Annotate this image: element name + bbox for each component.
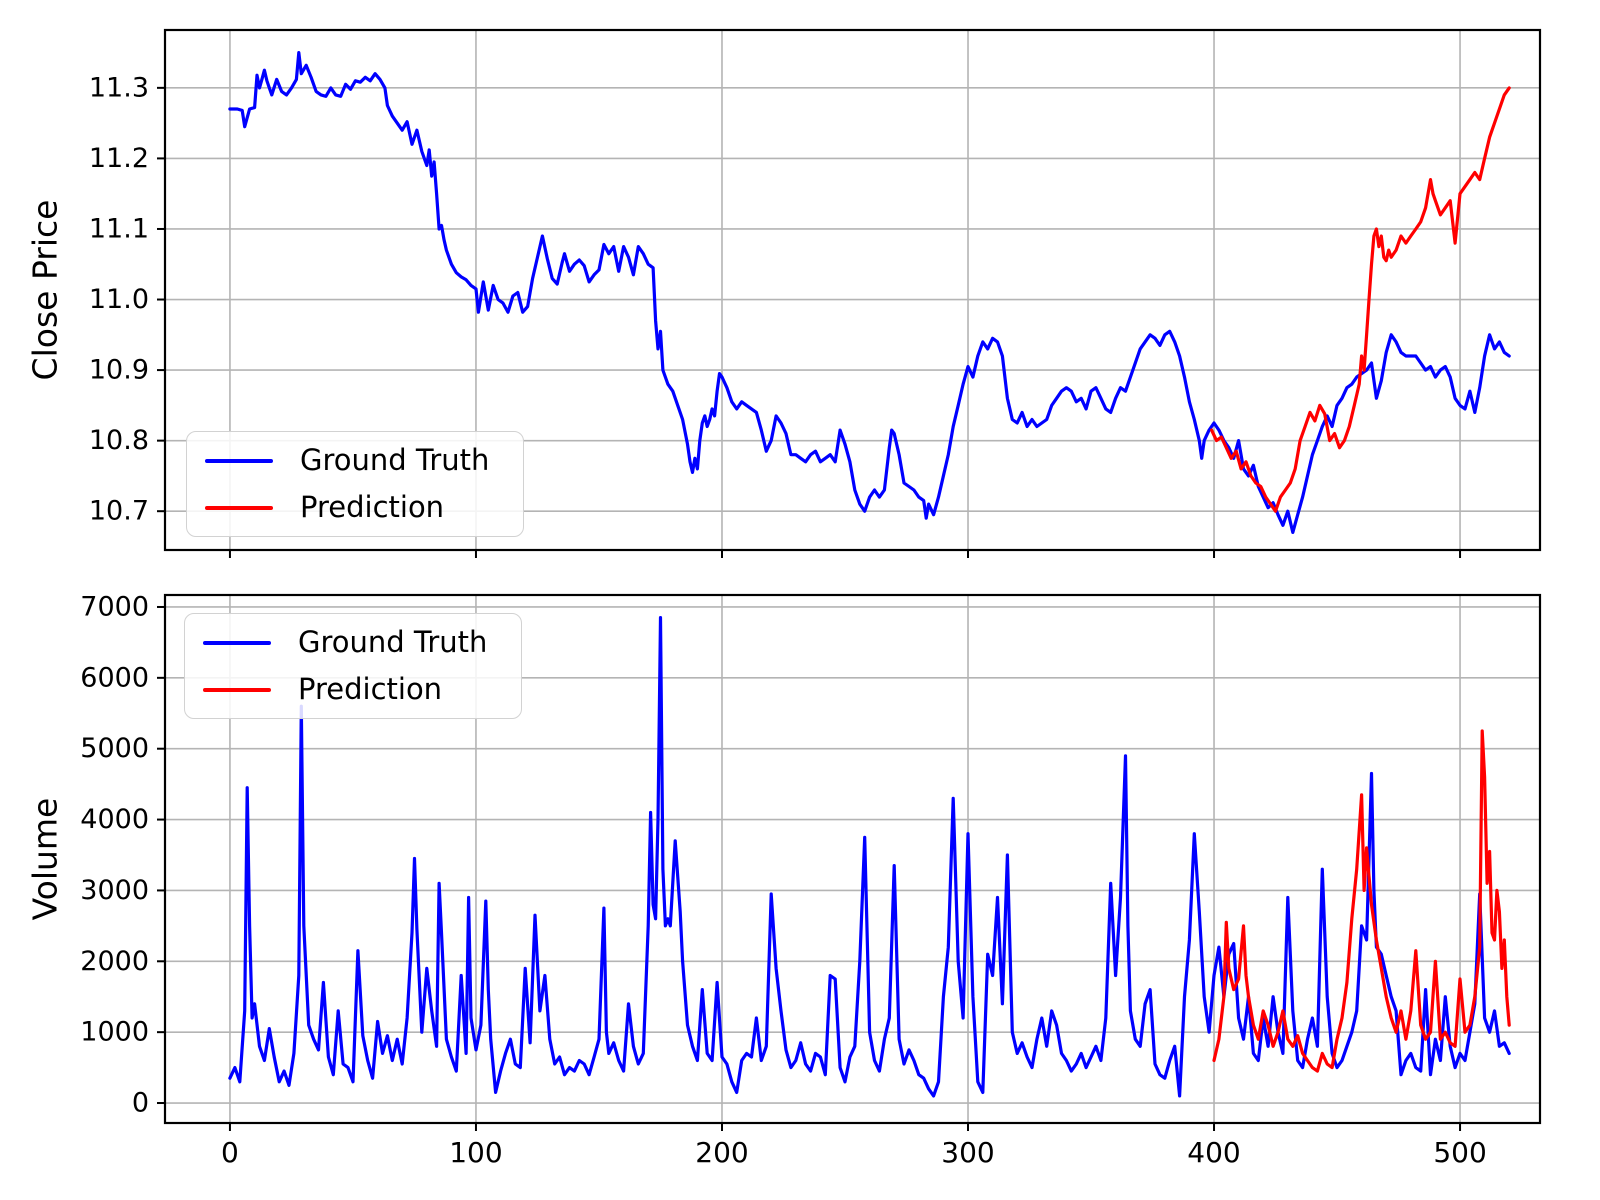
x-tick-label: 400 [1187,1136,1240,1169]
axes-spines [163,593,1542,1125]
y-tick-label: 10.9 [89,355,149,386]
prediction-line [1212,729,1511,1073]
x-tick-label: 100 [449,1136,502,1169]
legend-item-ground-truth: Ground Truth [185,619,521,666]
x-tick-label: 0 [221,1136,239,1169]
volume-panel: 0 100 200 300 400 500010002000300040005000600… [26,591,1542,1169]
ground-truth-line-swatch [205,458,273,463]
volume-axis-label: Volume [26,798,65,921]
legend-label-prediction: Prediction [300,490,445,524]
ground-truth-line [228,50,1511,535]
axes-spines [163,28,1542,552]
y-tick-label: 11.1 [89,213,149,244]
y-tick-label: 7000 [80,591,149,622]
x-tick-label: 200 [695,1136,748,1169]
volume-legend: Ground Truth Prediction [184,613,522,719]
y-tick-label: 10.7 [89,496,149,527]
y-tick-label: 5000 [80,733,149,764]
y-tick-label: 2000 [80,946,149,977]
ground-truth-line [228,615,1511,1098]
y-tick-label: 1000 [80,1017,149,1048]
x-tick-label: 300 [941,1136,994,1169]
legend-label-ground-truth: Ground Truth [300,443,490,477]
price-legend: Ground Truth Prediction [186,431,524,537]
legend-label-ground-truth: Ground Truth [298,625,488,659]
y-tick-label: 3000 [80,875,149,906]
y-tick-label: 0 [132,1088,149,1119]
legend-item-prediction: Prediction [187,484,523,531]
ground-truth-line-swatch [203,640,271,645]
prediction-line-swatch [203,687,271,692]
ticks: 0 100 200 300 400 500010002000300040005000600… [80,591,1486,1168]
y-tick-label: 10.8 [89,425,149,456]
y-tick-label: 11.2 [89,143,149,174]
legend-item-ground-truth: Ground Truth [187,437,523,484]
y-tick-label: 4000 [80,804,149,835]
ticks: 10.7 10.8 10.9 11.0 11.1 11.2 11.3 [89,72,1462,558]
y-tick-label: 6000 [80,662,149,693]
y-tick-label: 11.3 [89,72,149,103]
price-axis-label: Close Price [26,200,65,381]
legend-label-prediction: Prediction [298,672,443,706]
y-tick-label: 11.0 [89,284,149,315]
prediction-line-swatch [205,505,273,510]
legend-item-prediction: Prediction [185,666,521,713]
prediction-line [1209,86,1511,513]
price-panel: 10.7 10.8 10.9 11.0 11.1 11.2 11.3 Close Price [26,28,1542,558]
x-tick-label: 500 [1433,1136,1486,1169]
